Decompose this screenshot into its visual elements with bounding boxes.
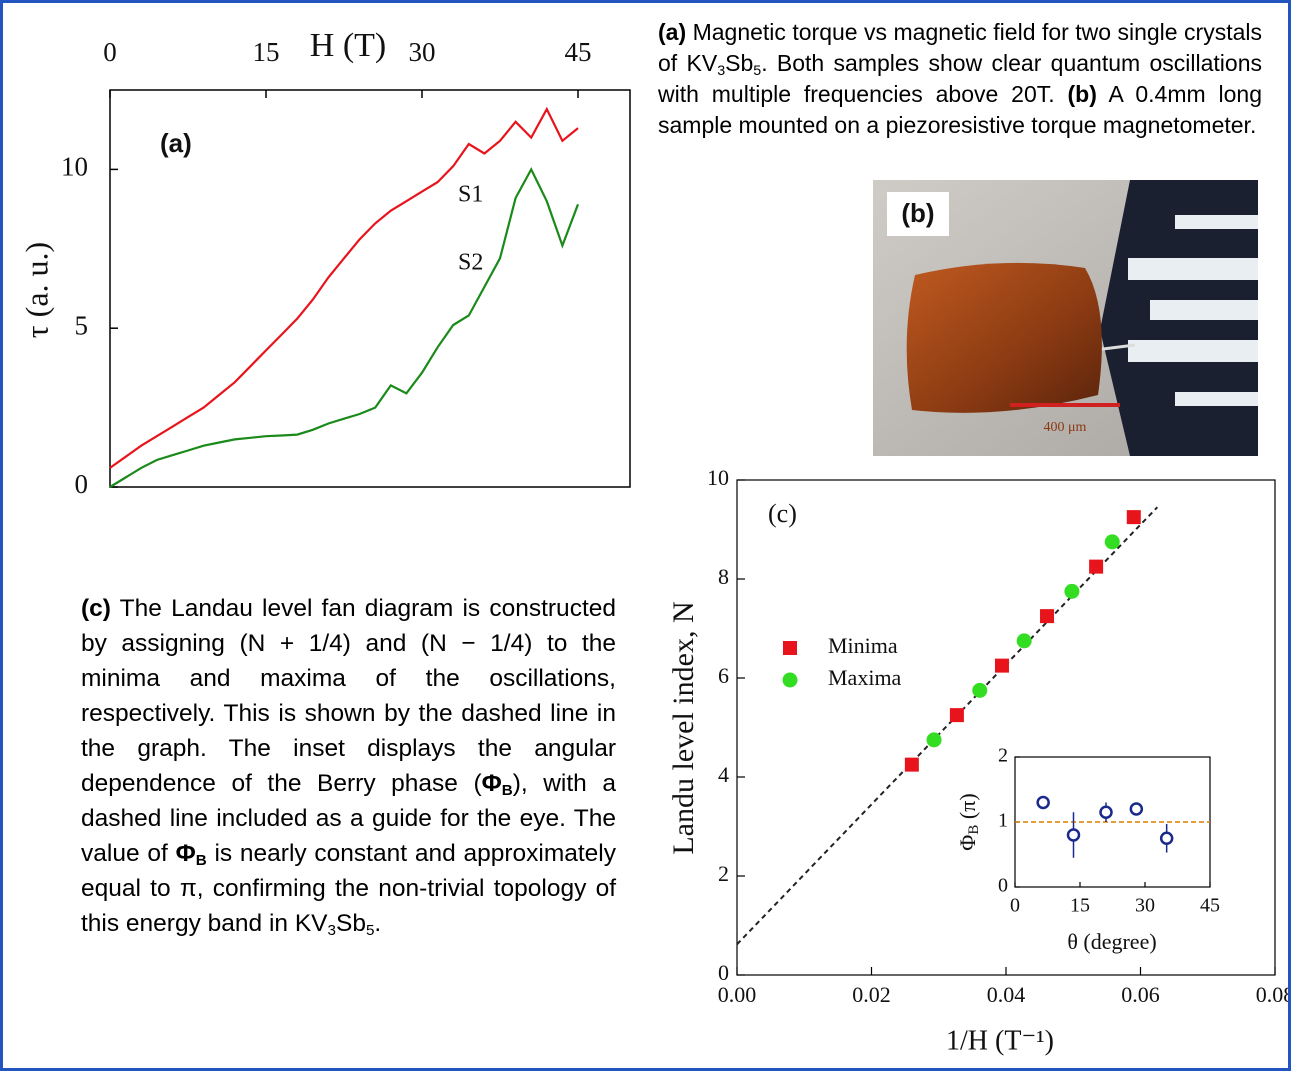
point — [972, 683, 987, 698]
y-tick-label: 4 — [718, 762, 729, 787]
point — [995, 659, 1009, 673]
legend-label: Maxima — [828, 665, 902, 690]
contact-stripe — [1175, 392, 1258, 406]
legend-marker — [783, 641, 797, 655]
series-label: S2 — [458, 250, 483, 276]
x-tick-label: 0.04 — [987, 982, 1026, 1007]
x-tick-label: 0 — [103, 37, 117, 67]
plot-frame — [737, 480, 1275, 975]
legend-label: Minima — [828, 633, 898, 658]
x-tick-label: 0.06 — [1121, 982, 1160, 1007]
scale-label: 400 μm — [1044, 420, 1087, 435]
y-tick-label: 0 — [998, 875, 1008, 897]
point — [1127, 510, 1141, 524]
x-tick-label: 30 — [409, 37, 436, 67]
y-tick-label: 10 — [707, 465, 729, 490]
y-tick-label: 8 — [718, 564, 729, 589]
point — [1068, 830, 1079, 841]
label: (c) — [81, 595, 111, 622]
symbol: Φ — [955, 835, 980, 851]
x-tick-label: 45 — [1200, 895, 1220, 917]
y-axis-title: Landu level index, N — [667, 601, 700, 854]
subscript: 3 — [717, 63, 725, 79]
x-tick-label: 0.00 — [718, 982, 757, 1007]
photo-b: 400 μm (b) — [873, 180, 1258, 456]
contact-stripe — [1175, 215, 1258, 229]
subscript: B — [966, 825, 982, 835]
inset-x-title: θ (degree) — [1067, 929, 1156, 954]
point — [927, 732, 942, 747]
subscript: 5 — [753, 63, 761, 79]
point — [1064, 584, 1079, 599]
point — [905, 758, 919, 772]
point — [1105, 534, 1120, 549]
text: Sb — [336, 910, 366, 937]
point — [1040, 609, 1054, 623]
x-tick-label: 0.02 — [852, 982, 891, 1007]
x-axis-title: 1/H (T⁻¹) — [946, 1025, 1054, 1056]
contact-stripe — [1128, 340, 1258, 362]
y-tick-label: 2 — [998, 745, 1008, 767]
point — [1017, 633, 1032, 648]
y-axis-title: τ (a. u.) — [18, 242, 54, 338]
text: . — [374, 910, 381, 937]
y-tick-label: 5 — [75, 310, 89, 340]
unit: (π) — [955, 793, 980, 824]
point — [1161, 833, 1172, 844]
y-tick-label: 0 — [75, 469, 89, 499]
crystal — [907, 263, 1102, 413]
legend-marker — [783, 673, 798, 688]
y-tick-label: 1 — [998, 810, 1008, 832]
figure-page: 400 μm (b) 01530450510S1S2H (T)τ (a. u.)… — [0, 0, 1291, 1071]
subscript: B — [502, 782, 513, 799]
annotation: (a) — [160, 128, 192, 158]
text: The Landau level fan diagram is construc… — [81, 595, 616, 797]
symbol: Φ — [176, 840, 196, 867]
point — [1089, 560, 1103, 574]
x-tick-label: 0 — [1010, 895, 1020, 917]
caption-c: (c) The Landau level fan diagram is cons… — [81, 591, 616, 941]
series-line — [110, 169, 578, 487]
label: (a) — [658, 19, 686, 45]
y-tick-label: 10 — [61, 152, 88, 182]
inset-y-title: ΦB (π) — [955, 793, 982, 850]
y-tick-label: 0 — [718, 960, 729, 985]
contact-stripe — [1150, 300, 1258, 320]
x-tick-label: 15 — [253, 37, 280, 67]
y-tick-label: 6 — [718, 663, 729, 688]
subscript: 3 — [328, 922, 336, 939]
x-tick-label: 0.08 — [1256, 982, 1288, 1007]
point — [950, 708, 964, 722]
x-tick-label: 45 — [565, 37, 592, 67]
x-axis-title: H (T) — [310, 27, 386, 64]
contact-stripe — [1128, 258, 1258, 280]
point — [1101, 807, 1112, 818]
text: Sb — [725, 50, 753, 76]
panel-label: (b) — [901, 198, 934, 228]
subscript: B — [196, 852, 207, 869]
label: (b) — [1067, 81, 1096, 107]
point — [1131, 804, 1142, 815]
x-tick-label: 15 — [1070, 895, 1090, 917]
symbol: Φ — [482, 770, 502, 797]
x-tick-label: 30 — [1135, 895, 1155, 917]
series-line — [110, 109, 578, 468]
annotation: (c) — [768, 499, 797, 528]
y-tick-label: 2 — [718, 861, 729, 886]
caption-a: (a) Magnetic torque vs magnetic field fo… — [658, 17, 1262, 141]
series-label: S1 — [458, 182, 483, 208]
point — [1038, 797, 1049, 808]
